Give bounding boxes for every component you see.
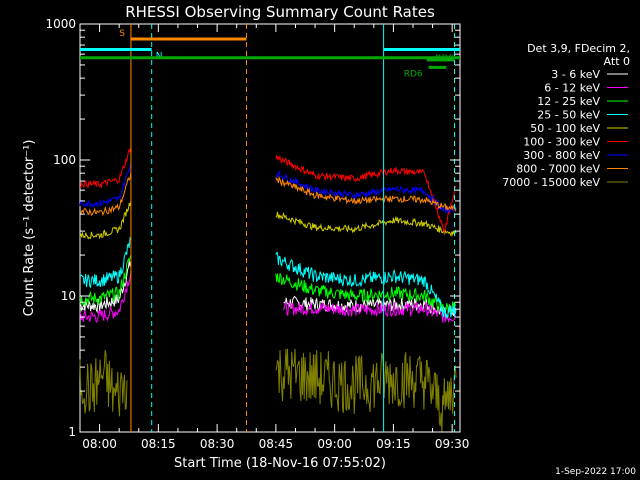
legend-entry-label: 6 - 12 keV — [544, 82, 600, 95]
axis-layer: 08:00 08:15 08:30 08:45 09:00 09:15 09:30 1 10 10… — [45, 17, 469, 451]
series-line — [79, 200, 132, 240]
flag-label: S — [119, 29, 125, 39]
series-line — [79, 254, 132, 306]
plot-frame — [79, 23, 461, 433]
x-tick-label: 08:15 — [141, 437, 176, 451]
legend-entry-label: 3 - 6 keV — [551, 68, 600, 81]
legend-entry-label: 50 - 100 keV — [530, 122, 600, 135]
legend-entry-label: 300 - 800 keV — [523, 149, 600, 162]
y-tick-label: 1000 — [45, 17, 76, 31]
series-6-12-kev — [79, 272, 457, 324]
series-line — [79, 260, 132, 314]
flag-layer: SNRD9RD6 — [80, 29, 460, 79]
y-axis-label: Count Rate (s⁻¹ detector⁻¹) — [22, 140, 37, 317]
series-line — [275, 273, 457, 314]
legend-header: Det 3,9, FDecim 2, — [527, 42, 630, 55]
series-7000-15000-kev — [79, 348, 457, 432]
series-line — [283, 295, 457, 321]
legend-entry-label: 100 - 300 keV — [523, 136, 600, 149]
series-line — [79, 146, 132, 189]
series-line — [275, 211, 457, 238]
series-line — [79, 236, 132, 289]
series-line — [79, 272, 132, 324]
y-tick-label: 1 — [68, 425, 76, 439]
series-line — [79, 162, 132, 208]
x-axis-label: Start Time (18-Nov-16 07:55:02) — [174, 456, 386, 471]
legend-header: Att 0 — [604, 55, 630, 68]
series-800-7000-kev — [79, 173, 457, 217]
legend-entry-label: 800 - 7000 keV — [516, 163, 600, 176]
series-line — [79, 173, 132, 217]
series-25-50-kev — [79, 236, 457, 318]
x-tick-label: 09:30 — [435, 437, 470, 451]
series-line — [275, 170, 457, 214]
series-line — [275, 251, 457, 318]
marker-layer — [130, 24, 456, 432]
x-tick-label: 09:00 — [317, 437, 352, 451]
x-tick-label: 08:30 — [200, 437, 235, 451]
footer-timestamp: 1-Sep-2022 17:00 — [555, 467, 636, 477]
legend-entry-label: 12 - 25 keV — [537, 95, 600, 108]
series-line — [79, 349, 128, 417]
x-tick-label: 08:45 — [259, 437, 294, 451]
flag-label: RD9 — [435, 54, 454, 64]
series-300-800-kev — [79, 162, 457, 214]
series-line — [275, 175, 457, 213]
series-12-25-kev — [79, 254, 457, 314]
chart-title: RHESSI Observing Summary Count Rates — [125, 3, 435, 21]
series-3-6-kev — [79, 260, 457, 321]
series-line — [275, 348, 457, 432]
series-50-100-kev — [79, 200, 457, 240]
x-tick-label: 09:15 — [376, 437, 411, 451]
flag-label: RD6 — [404, 69, 423, 79]
legend-entry-label: 25 - 50 keV — [537, 109, 600, 122]
y-tick-label: 100 — [53, 153, 76, 167]
x-tick-label: 08:00 — [82, 437, 117, 451]
y-tick-label: 10 — [61, 289, 76, 303]
series-line — [283, 300, 457, 324]
series-100-300-kev — [79, 146, 457, 235]
series-line — [275, 153, 457, 235]
series-layer — [79, 146, 457, 432]
plot-area — [79, 23, 461, 433]
legend-entry-label: 7000 - 15000 keV — [502, 176, 600, 189]
